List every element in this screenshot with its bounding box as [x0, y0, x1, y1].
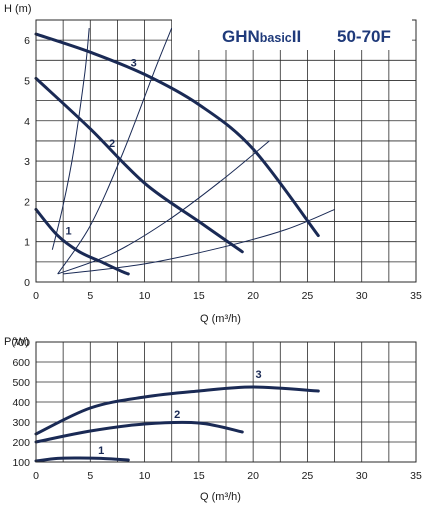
- series-line-1: [34, 207, 130, 276]
- x-tick-label: 0: [33, 470, 39, 482]
- series-line-1: [34, 456, 130, 463]
- y-tick-label: 5: [24, 75, 30, 87]
- power-y-tick-labels: 100 200 300 400 500 600 700: [12, 337, 30, 469]
- y-tick-label: 6: [24, 35, 30, 47]
- model-suffix: basic: [260, 31, 292, 45]
- x-tick-label: 5: [87, 290, 93, 302]
- series-line-3: [34, 32, 320, 238]
- x-tick-label: 25: [302, 470, 314, 482]
- power-plot-frame: [35, 341, 417, 463]
- y-tick-label: 0: [24, 277, 30, 289]
- power-x-tick-labels: 0 5 10 15 20 25 30 35: [33, 470, 422, 482]
- x-tick-label: 10: [139, 290, 151, 302]
- curve-label-2: 2: [174, 409, 180, 421]
- y-tick-label: 2: [24, 196, 30, 208]
- power-chart: P(W) Q (m³/h) 0 5 10 15 20 25 30 35 100 200 300 40…: [4, 336, 422, 503]
- x-tick-label: 20: [247, 290, 259, 302]
- power-y-axis-label: P(W): [4, 336, 29, 348]
- system-curve-2: [57, 27, 173, 275]
- y-tick-label: 300: [12, 417, 30, 429]
- x-tick-label: 20: [247, 470, 259, 482]
- x-tick-label: 5: [87, 470, 93, 482]
- y-tick-label: 3: [24, 156, 30, 168]
- model-brand: GHNbasicII: [222, 27, 301, 46]
- head-y-tick-labels: 0 1 2 3 4 5 6: [24, 35, 30, 289]
- curve-label-2: 2: [109, 138, 115, 150]
- head-system-curves: [51, 27, 335, 275]
- head-x-axis-label: Q (m³/h): [200, 313, 241, 325]
- y-tick-label: 500: [12, 377, 30, 389]
- x-tick-label: 30: [356, 470, 368, 482]
- x-tick-label: 35: [410, 290, 422, 302]
- y-tick-label: 600: [12, 357, 30, 369]
- power-curve-labels: 1 2 3: [98, 369, 262, 457]
- x-tick-label: 35: [410, 470, 422, 482]
- system-curve-4: [63, 208, 335, 275]
- head-x-tick-labels: 0 5 10 15 20 25 30 35: [33, 290, 422, 302]
- head-grid: [36, 20, 416, 282]
- y-tick-label: 100: [12, 457, 30, 469]
- x-tick-label: 30: [356, 290, 368, 302]
- x-tick-label: 10: [139, 470, 151, 482]
- series-line-2: [34, 76, 244, 254]
- system-curve-1: [51, 28, 90, 250]
- x-tick-label: 15: [193, 470, 205, 482]
- curve-label-1: 1: [66, 225, 72, 237]
- power-grid: [36, 342, 416, 462]
- y-tick-label: 1: [24, 237, 30, 249]
- head-series: [34, 32, 320, 276]
- series-line-3: [34, 385, 320, 436]
- x-tick-label: 15: [193, 290, 205, 302]
- curve-label-1: 1: [98, 445, 104, 457]
- curve-label-3: 3: [256, 369, 262, 381]
- curve-label-3: 3: [131, 57, 137, 69]
- head-y-axis-label: H (m): [4, 3, 32, 15]
- head-title-block: GHNbasicII 50-70F: [172, 18, 412, 50]
- y-tick-label: 700: [12, 337, 30, 349]
- model-size: 50-70F: [337, 27, 391, 46]
- y-tick-label: 200: [12, 437, 30, 449]
- head-chart: GHNbasicII 50-70F H (m) Q (m³/h) 0 5 10 15 2…: [4, 3, 422, 325]
- y-tick-label: 4: [24, 116, 30, 128]
- model-series: II: [292, 27, 301, 46]
- power-series: [34, 385, 320, 463]
- head-curve-labels: 1 2 3: [66, 57, 137, 237]
- power-x-axis-label: Q (m³/h): [200, 491, 241, 503]
- x-tick-label: 0: [33, 290, 39, 302]
- x-tick-label: 25: [302, 290, 314, 302]
- y-tick-label: 400: [12, 397, 30, 409]
- series-line-2: [34, 420, 244, 444]
